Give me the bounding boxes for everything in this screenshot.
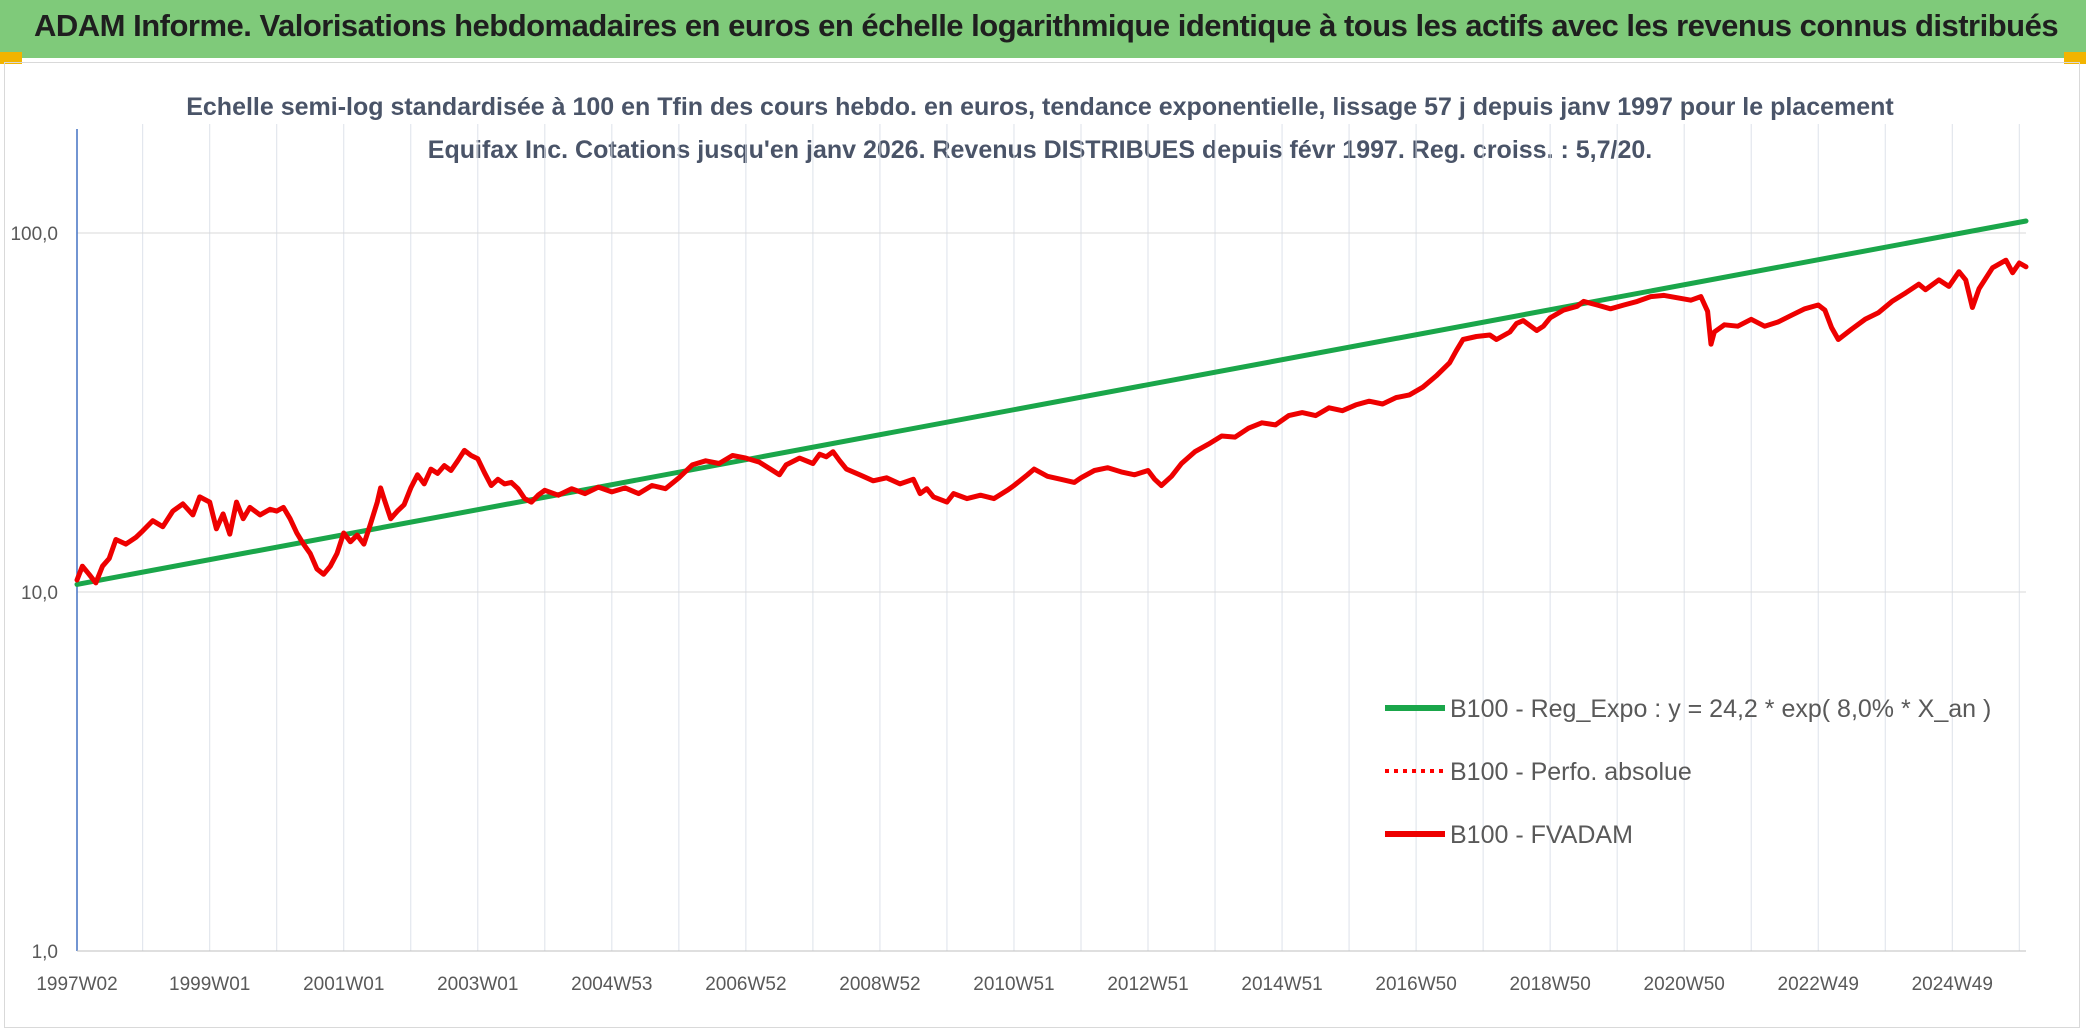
x-tick-label: 2006W52 xyxy=(705,974,786,995)
legend: B100 - Reg_Expo : y = 24,2 * exp( 8,0% *… xyxy=(1385,695,1991,849)
axes: 1,0 10,0 100,0 1997W02 1999W01 2001W01 2003W01… xyxy=(10,129,2026,995)
y-tick-label: 10,0 xyxy=(21,583,58,604)
x-tick-label: 2018W50 xyxy=(1509,974,1590,995)
legend-label: B100 - Reg_Expo : y = 24,2 * exp( 8,0% *… xyxy=(1450,695,1991,723)
x-tick-label: 2010W51 xyxy=(973,974,1054,995)
x-tick-label: 2014W51 xyxy=(1241,974,1322,995)
report-title: ADAM Informe. Valorisations hebdomadaire… xyxy=(34,8,2059,43)
x-tick-label: 2008W52 xyxy=(839,974,920,995)
series-lines xyxy=(74,218,2029,587)
y-tick-label: 1,0 xyxy=(32,942,58,963)
title-banner: ADAM Informe. Valorisations hebdomadaire… xyxy=(0,0,2086,58)
corner-marker-right xyxy=(2064,52,2086,64)
x-tick-label: 2016W50 xyxy=(1375,974,1456,995)
x-tick-label: 1997W02 xyxy=(36,974,117,995)
trend-line xyxy=(74,218,2029,587)
x-tick-label: 1999W01 xyxy=(169,974,250,995)
x-tick-label: 2012W51 xyxy=(1107,974,1188,995)
price-line xyxy=(74,257,2029,586)
x-tick-label: 2001W01 xyxy=(303,974,384,995)
chart-frame xyxy=(4,62,2080,1028)
corner-marker-left xyxy=(0,52,22,64)
chart-subtitle: Echelle semi-log standardisée à 100 en T… xyxy=(186,93,1894,164)
x-tick-label: 2022W49 xyxy=(1778,974,1859,995)
x-tick-label: 2024W49 xyxy=(1912,974,1993,995)
x-tick-label: 2003W01 xyxy=(437,974,518,995)
legend-label: B100 - Perfo. absolue xyxy=(1450,758,1692,786)
x-tick-label: 2020W50 xyxy=(1644,974,1725,995)
gridlines xyxy=(77,124,2026,952)
legend-label: B100 - FVADAM xyxy=(1450,821,1633,849)
x-tick-label: 2004W53 xyxy=(571,974,652,995)
y-tick-label: 100,0 xyxy=(10,224,58,245)
